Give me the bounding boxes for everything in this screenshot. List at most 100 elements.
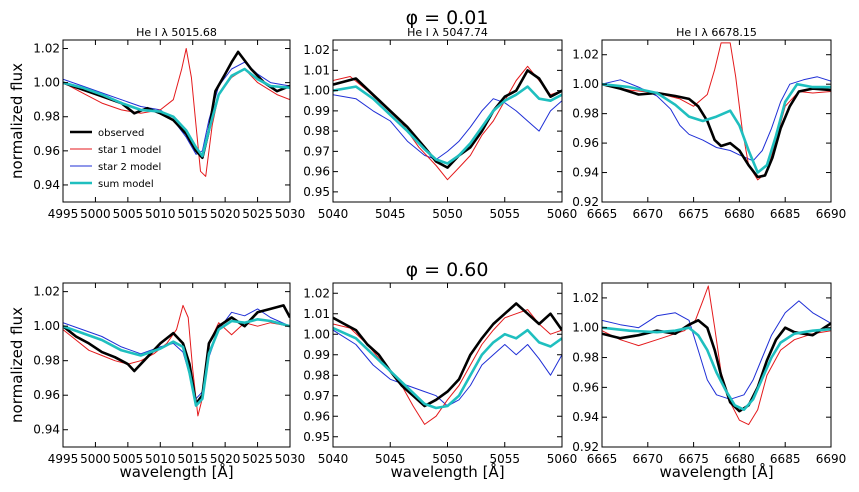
panel-1-1-frame [332,282,563,448]
panel-1-1-xtick-label-4: 5060 [547,452,578,466]
panel-1-2-xtick-label-5: 6690 [816,452,847,466]
panel-0-0-title: He I λ 5015.68 [136,26,217,39]
panel-0-0-frame [62,39,291,203]
x-axis-label-col-1: wavelength [Å] [390,462,504,481]
panel-0-1-series-observed [333,69,562,169]
panel-0-2-title: He I λ 6678.15 [676,26,757,39]
panel-0-0-xtick-label-2: 5005 [113,207,144,221]
y-axis-label-row-0: normalized flux [8,63,26,179]
panel-1-2-ytick-label-1: 0.94 [572,410,599,424]
phase-label-top: φ = 0.01 [406,7,489,29]
panel-1-2-xtick-label-4: 6685 [770,452,801,466]
panel-1-0-series-star-1-model [63,304,290,417]
panel-0-1-ytick-label-4: 0.99 [303,104,330,118]
panel-0-0-ytick-label-3: 1.00 [33,76,60,90]
panel-1-0-xtick-label-6: 5025 [242,452,273,466]
panel-0-2-frame [601,39,832,203]
panel-0-1-xtick-label-0: 5040 [318,207,349,221]
panel-1-2-series-star-2-model [602,300,831,400]
panel-1-0-xtick-label-1: 5000 [80,452,111,466]
legend-label-2: star 2 model [98,162,161,173]
panel-1-1-ytick-label-1: 0.96 [303,409,330,423]
panel-0-2-xtick-label-3: 6680 [724,207,755,221]
panel-1-0-ytick-label-3: 1.00 [33,319,60,333]
panel-0-2-ytick-label-3: 0.98 [572,107,599,121]
panel-0-1-ytick-label-1: 0.96 [303,165,330,179]
panel-1-2-ytick-label-5: 1.02 [572,291,599,305]
panel-1-0-ytick-label-4: 1.02 [33,285,60,299]
panel-1-0-series-observed [63,304,290,406]
panel-1-0-xtick-label-7: 5030 [275,452,306,466]
y-axis-label-row-1: normalized flux [8,307,26,423]
panel-1-1-series-star-2-model [333,329,562,407]
panel-0-0-xtick-label-6: 5025 [242,207,273,221]
panel-0-0-series-observed [63,50,290,159]
panel-0-0-xtick-label-1: 5000 [80,207,111,221]
phase-label-bottom: φ = 0.60 [406,259,489,281]
panel-0-0-ytick-label-1: 0.96 [33,144,60,158]
panel-1-2-frame [601,282,832,448]
panel-1-2-series-star-1-model [602,285,831,426]
panel-1-2-xtick-label-3: 6680 [724,452,755,466]
legend-label-1: star 1 model [98,145,161,156]
panel-1-0-xtick-label-3: 5010 [145,452,176,466]
panel-1-1-xtick-label-1: 5045 [375,452,406,466]
panel-0-1-title: He I λ 5047.74 [407,26,488,39]
legend-label-0: observed [98,128,144,139]
panel-1-0-xtick-label-0: 4995 [48,452,79,466]
panel-1-0-xtick-label-5: 5020 [210,452,241,466]
panel-0-2-xtick-label-4: 6685 [770,207,801,221]
panel-0-1-xtick-label-1: 5045 [375,207,406,221]
panel-1-0-series-sum-model [63,318,290,407]
panel-0-0-ytick-label-2: 0.98 [33,110,60,124]
panel-1-2-ytick-label-0: 0.92 [572,440,599,454]
panel-0-0-ytick-label-4: 1.02 [33,42,60,56]
panel-0-1-ytick-label-6: 1.01 [303,63,330,77]
panel-1-2-series-sum-model [602,326,831,411]
panel-0-1-ytick-label-7: 1.02 [303,43,330,57]
panel-1-0-frame [62,282,291,448]
panel-1-2-xtick-label-0: 6665 [587,452,618,466]
panel-0-0-series-star-2-model [63,61,290,155]
panel-0-2-ytick-label-1: 0.94 [572,166,599,180]
panel-0-1-xtick-label-3: 5055 [489,207,520,221]
panel-1-1-ytick-label-0: 0.95 [303,430,330,444]
panel-1-0-xtick-label-4: 5015 [177,452,208,466]
panel-1-1-series-sum-model [333,326,562,410]
panel-0-1-ytick-label-3: 0.98 [303,124,330,138]
panel-0-2-xtick-label-5: 6690 [816,207,847,221]
panel-1-2-ytick-label-4: 1.00 [572,321,599,335]
panel-1-1-series-observed [333,302,562,408]
panel-0-2-series-star-2-model [602,76,831,162]
panel-1-1-ytick-label-7: 1.02 [303,286,330,300]
panel-0-2-xtick-label-1: 6670 [633,207,664,221]
panel-0-0-series-star-1-model [63,48,290,177]
panel-1-1-ytick-label-3: 0.98 [303,368,330,382]
panel-1-1-xtick-label-3: 5055 [489,452,520,466]
panel-0-2-series-star-1-model [602,42,831,181]
panel-0-1-xtick-label-4: 5060 [547,207,578,221]
panel-0-1-series-sum-model [333,85,562,165]
panel-0-1-xtick-label-2: 5050 [432,207,463,221]
x-axis-label-col-2: wavelength [Å] [659,462,773,481]
panel-1-1-ytick-label-4: 0.99 [303,348,330,362]
panel-1-2-ytick-label-2: 0.96 [572,380,599,394]
panel-0-2-ytick-label-2: 0.96 [572,136,599,150]
panel-0-2-xtick-label-0: 6665 [587,207,618,221]
panel-0-1-ytick-label-5: 1.00 [303,84,330,98]
panel-1-0-ytick-label-0: 0.94 [33,423,60,437]
panel-1-1-ytick-label-5: 1.00 [303,327,330,341]
panel-0-2-ytick-label-4: 1.00 [572,77,599,91]
panel-0-0-xtick-label-3: 5010 [145,207,176,221]
panel-1-2-xtick-label-2: 6675 [678,452,709,466]
panel-0-0-series-sum-model [63,67,290,158]
panel-0-1-ytick-label-0: 0.95 [303,185,330,199]
panel-1-1-ytick-label-6: 1.01 [303,307,330,321]
legend-label-3: sum model [98,179,154,190]
panel-0-0-ytick-label-0: 0.94 [33,178,60,192]
panel-0-2-ytick-label-5: 1.02 [572,48,599,62]
panel-0-2-series-observed [602,82,831,179]
panel-1-1-xtick-label-0: 5040 [318,452,349,466]
panel-0-2-xtick-label-2: 6675 [678,207,709,221]
panel-0-0-xtick-label-5: 5020 [210,207,241,221]
